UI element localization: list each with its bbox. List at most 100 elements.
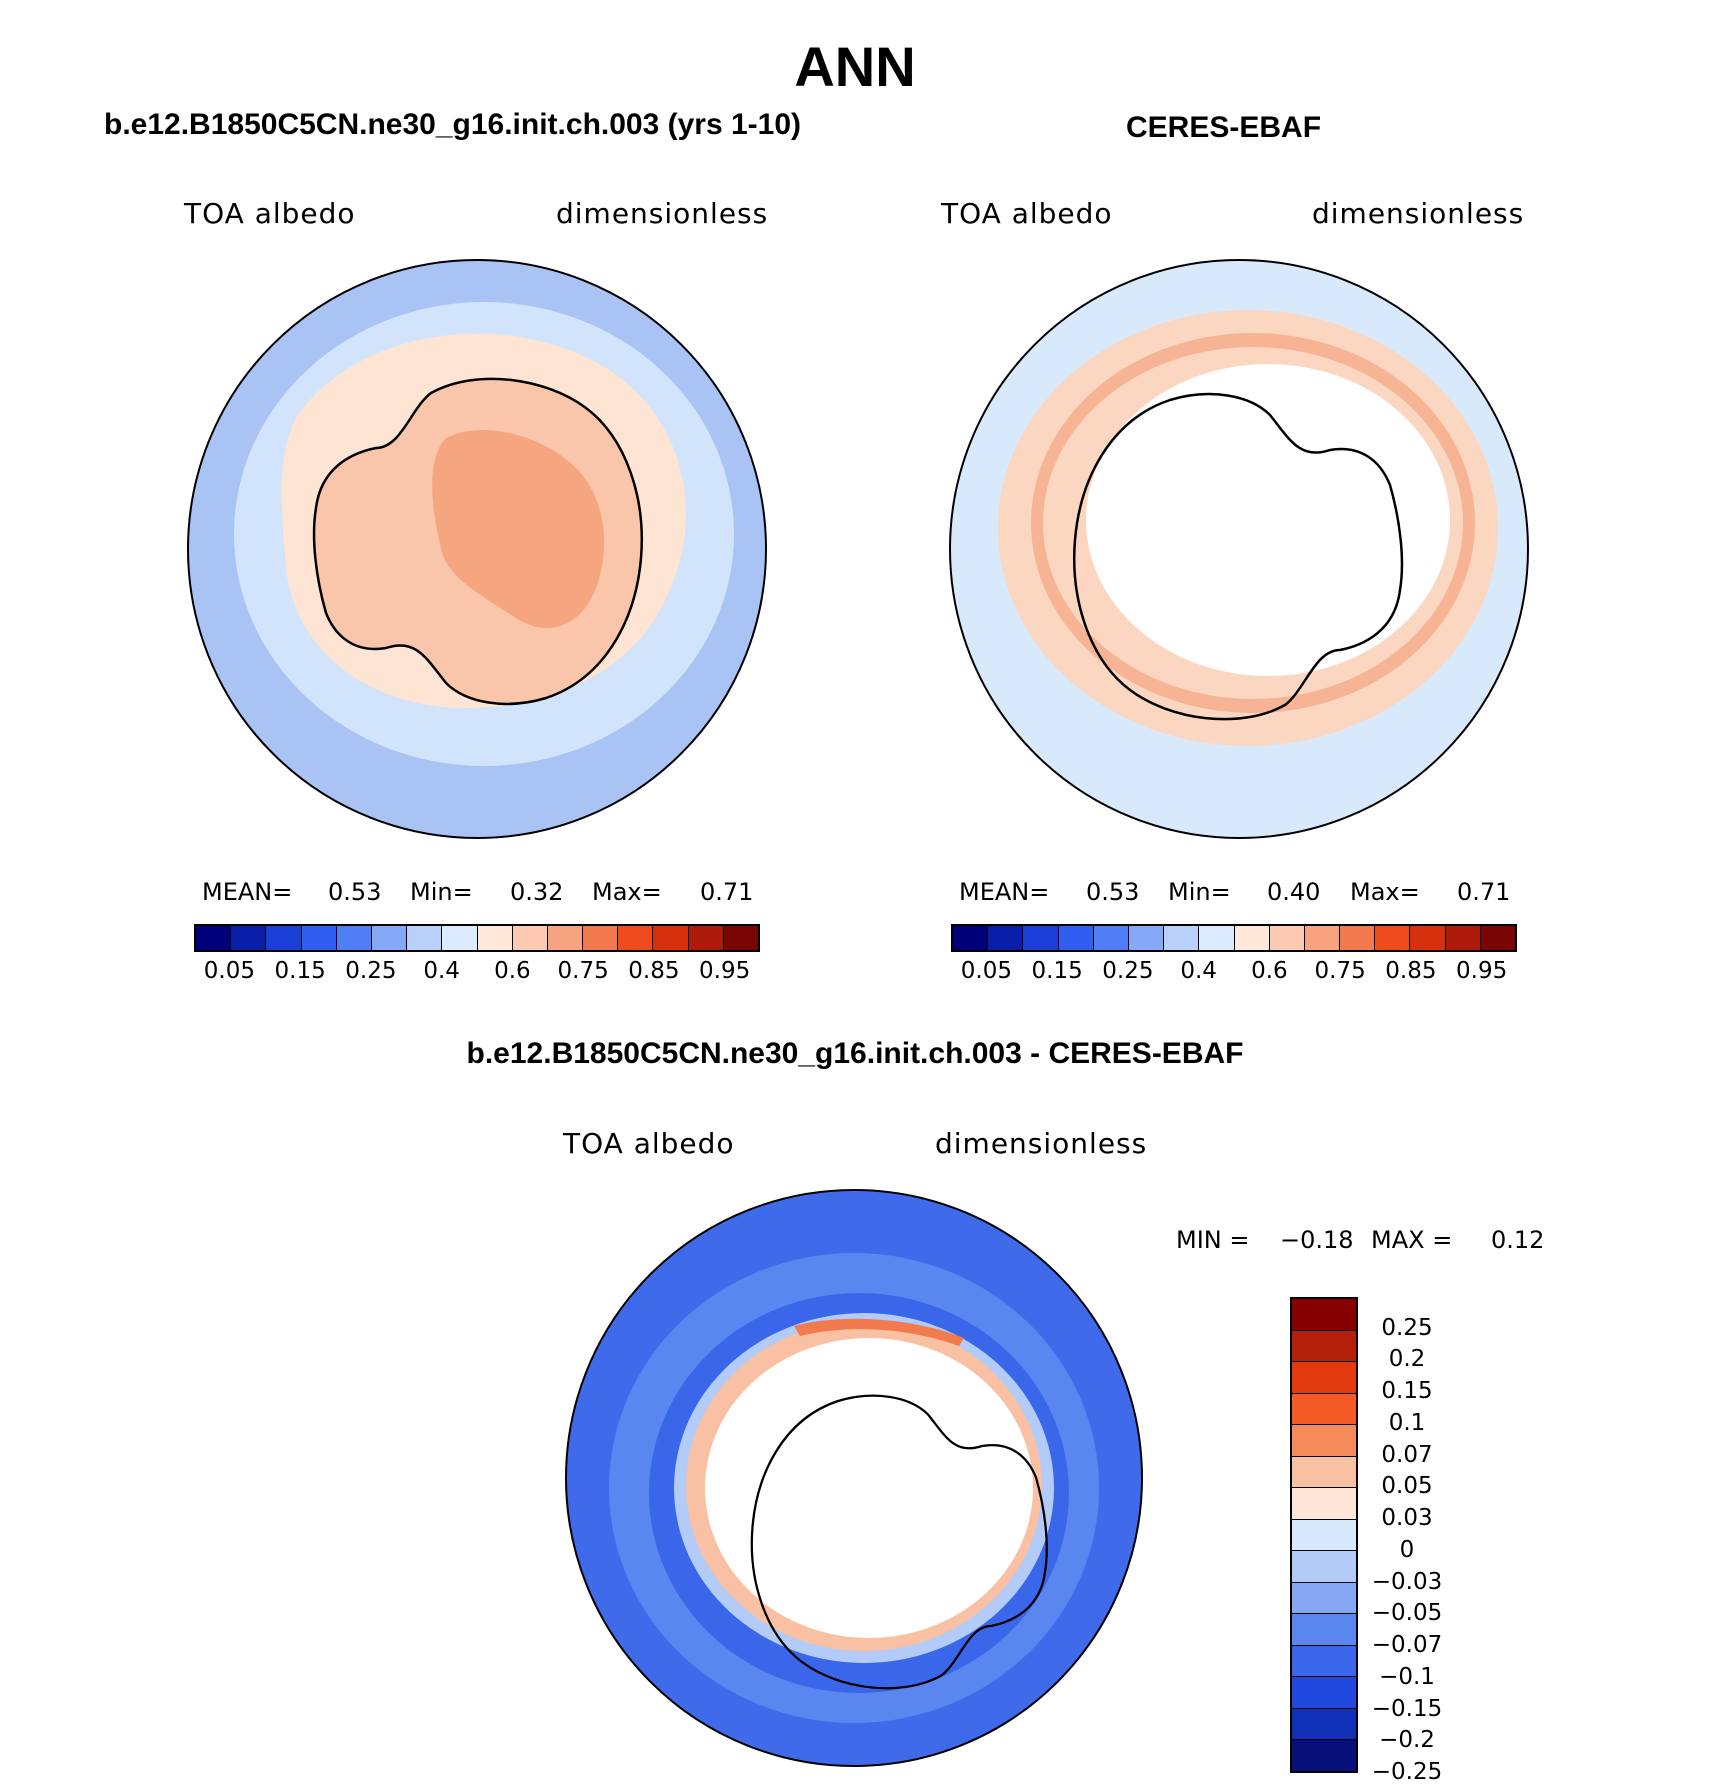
colorbar-swatch xyxy=(1304,926,1341,950)
colorbar-tick-label: −0.05 xyxy=(1371,1600,1443,1627)
colorbar-swatch xyxy=(1292,1708,1356,1741)
colorbar-swatch xyxy=(1058,926,1094,950)
colorbar-swatch xyxy=(688,926,724,950)
diff-polar-map xyxy=(565,1189,1143,1767)
colorbar-swatch xyxy=(1128,926,1165,950)
colorbar-tick-label: 0.4 xyxy=(423,958,460,984)
obs-polar-map xyxy=(949,259,1529,839)
colorbar-swatch xyxy=(583,926,619,950)
colorbar-swatch xyxy=(988,926,1024,950)
colorbar-swatch xyxy=(407,926,443,950)
colorbar-swatch xyxy=(301,926,337,950)
colorbar-tick-label: 0.07 xyxy=(1381,1441,1433,1468)
colorbar-tick-label: 0.15 xyxy=(274,958,326,984)
model-antarctica-plateau xyxy=(432,429,605,628)
colorbar-tick-label: 0.6 xyxy=(494,958,531,984)
diff-variable-label: TOA albedo xyxy=(563,1127,735,1160)
colorbar-tick-label: 0.1 xyxy=(1388,1409,1426,1436)
obs-min-value: 0.40 xyxy=(1267,878,1321,906)
model-mean-value: 0.53 xyxy=(328,878,382,906)
colorbar-tick-label: −0.07 xyxy=(1371,1632,1443,1659)
obs-mean-label: MEAN= xyxy=(959,878,1050,906)
model-max-label: Max= xyxy=(592,878,662,906)
model-map-border xyxy=(187,259,767,839)
model-units-label: dimensionless xyxy=(556,197,769,230)
colorbar-tick-label: 0.95 xyxy=(699,958,751,984)
colorbar-swatch xyxy=(442,926,478,950)
colorbar-swatch xyxy=(1292,1645,1356,1678)
obs-max-value: 0.71 xyxy=(1457,878,1511,906)
colorbar-swatch xyxy=(653,926,689,950)
colorbar-swatch xyxy=(1292,1393,1356,1426)
colorbar-tick-label: 0.95 xyxy=(1456,958,1508,984)
model-min-label: Min= xyxy=(410,878,473,906)
colorbar-swatch xyxy=(1292,1551,1356,1583)
colorbar-swatch xyxy=(618,926,654,950)
obs-units-label: dimensionless xyxy=(1312,197,1525,230)
obs-colorbar xyxy=(951,924,1517,952)
diff-missing-data xyxy=(705,1338,1033,1638)
diff-max-label: MAX = xyxy=(1371,1226,1453,1254)
colorbar-swatch xyxy=(1292,1425,1356,1457)
obs-panel-title: CERES-EBAF xyxy=(1126,111,1322,144)
colorbar-tick-label: −0.1 xyxy=(1379,1663,1435,1690)
colorbar-tick-label: 0.75 xyxy=(1314,958,1366,984)
colorbar-tick-label: 0.25 xyxy=(1102,958,1154,984)
colorbar-swatch xyxy=(1093,926,1129,950)
colorbar-tick-label: 0.85 xyxy=(1385,958,1437,984)
model-max-value: 0.71 xyxy=(700,878,754,906)
colorbar-swatch xyxy=(1480,926,1515,950)
diff-colorbar xyxy=(1290,1297,1358,1773)
colorbar-swatch xyxy=(1340,926,1376,950)
colorbar-swatch xyxy=(477,926,513,950)
colorbar-swatch xyxy=(1234,926,1270,950)
model-coastline xyxy=(312,377,643,706)
colorbar-tick-label: −0.15 xyxy=(1371,1695,1443,1722)
colorbar-swatch xyxy=(953,926,989,950)
colorbar-tick-label: 0.15 xyxy=(1031,958,1083,984)
colorbar-tick-label: 0.4 xyxy=(1180,958,1217,984)
obs-mean-value: 0.53 xyxy=(1086,878,1140,906)
colorbar-tick-label: 0 xyxy=(1399,1536,1415,1563)
colorbar-tick-label: 0.03 xyxy=(1381,1505,1433,1532)
colorbar-tick-label: 0.05 xyxy=(203,958,255,984)
colorbar-tick-label: 0.05 xyxy=(960,958,1012,984)
colorbar-swatch xyxy=(336,926,372,950)
obs-max-label: Max= xyxy=(1350,878,1420,906)
colorbar-swatch xyxy=(723,926,758,950)
obs-coastline xyxy=(1073,392,1404,721)
colorbar-swatch xyxy=(1292,1519,1356,1552)
colorbar-tick-label: 0.05 xyxy=(1381,1473,1433,1500)
diff-units-label: dimensionless xyxy=(935,1127,1148,1160)
model-variable-label: TOA albedo xyxy=(184,197,356,230)
colorbar-tick-label: 0.6 xyxy=(1251,958,1288,984)
colorbar-swatch xyxy=(547,926,584,950)
colorbar-swatch xyxy=(196,926,232,950)
colorbar-swatch xyxy=(1445,926,1481,950)
colorbar-swatch xyxy=(1410,926,1446,950)
colorbar-swatch xyxy=(1292,1299,1356,1331)
colorbar-swatch xyxy=(1292,1362,1356,1394)
model-mean-label: MEAN= xyxy=(202,878,293,906)
diff-min-value: −0.18 xyxy=(1280,1226,1354,1254)
diff-max-value: 0.12 xyxy=(1491,1226,1545,1254)
colorbar-tick-label: 0.15 xyxy=(1381,1378,1433,1405)
obs-map-border xyxy=(949,259,1529,839)
diff-min-label: MIN = xyxy=(1176,1226,1250,1254)
colorbar-tick-label: 0.2 xyxy=(1388,1346,1426,1373)
colorbar-swatch xyxy=(1164,926,1200,950)
colorbar-swatch xyxy=(1292,1456,1356,1489)
colorbar-swatch xyxy=(1023,926,1059,950)
diff-ring-strong xyxy=(794,1318,964,1346)
model-panel-title: b.e12.B1850C5CN.ne30_g16.init.ch.003 (yr… xyxy=(104,108,802,141)
colorbar-swatch xyxy=(266,926,302,950)
colorbar-tick-label: −0.03 xyxy=(1371,1568,1443,1595)
colorbar-swatch xyxy=(1199,926,1235,950)
obs-missing-data xyxy=(1086,364,1450,676)
colorbar-tick-label: −0.25 xyxy=(1371,1759,1443,1785)
colorbar-swatch xyxy=(1375,926,1411,950)
colorbar-swatch xyxy=(1269,926,1305,950)
colorbar-swatch xyxy=(231,926,267,950)
colorbar-swatch xyxy=(1292,1330,1356,1363)
diff-map-border xyxy=(565,1189,1143,1767)
